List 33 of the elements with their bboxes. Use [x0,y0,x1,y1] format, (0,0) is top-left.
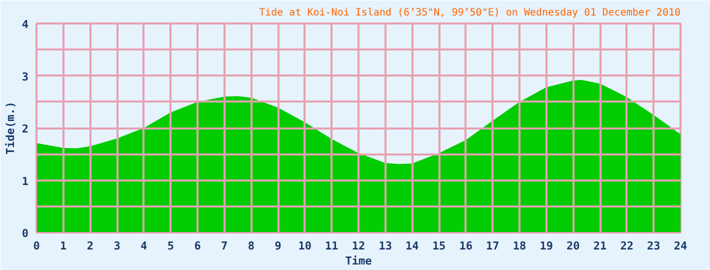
y-tick-label: 2 [22,122,28,136]
y-axis-title: Tide(m.) [4,102,17,154]
x-tick-label: 18 [512,240,526,252]
x-tick-label: 2 [86,240,94,252]
x-tick-label: 14 [406,240,420,252]
chart-title: Tide at Koi-Noi Island (6’35"N, 99’50"E) on Wednesday 01 December 2010 [259,8,680,18]
y-tick-label: 4 [22,18,29,31]
x-tick-label: 23 [647,240,660,252]
x-axis-title: Time [345,254,372,268]
x-tick-label: 7 [221,240,228,252]
x-tick-label: 1 [60,240,68,252]
x-tick-label: 12 [352,240,366,252]
x-tick-label: 10 [298,240,312,252]
x-tick-label: 3 [114,240,120,252]
x-tick-label: 11 [325,240,339,252]
x-tick-label: 6 [194,240,202,252]
x-tick-label: 9 [274,240,282,252]
x-tick-label: 21 [593,240,607,252]
x-tick-label: 16 [459,240,473,252]
x-tick-label: 13 [378,240,392,252]
y-tick-label: 1 [22,174,29,188]
x-tick-label: 15 [432,240,446,252]
x-tick-label: 5 [167,240,174,252]
x-tick-label: 17 [486,240,500,252]
x-tick-label: 24 [674,240,688,252]
y-tick-label: 0 [22,227,28,240]
x-tick-label: 22 [620,240,634,252]
y-tick-label: 3 [22,70,28,84]
x-tick-label: 8 [248,240,254,252]
x-tick-label: 19 [540,240,553,252]
x-tick-label: 0 [33,240,40,252]
x-tick-label: 4 [140,240,148,252]
x-tick-label: 20 [566,240,580,252]
